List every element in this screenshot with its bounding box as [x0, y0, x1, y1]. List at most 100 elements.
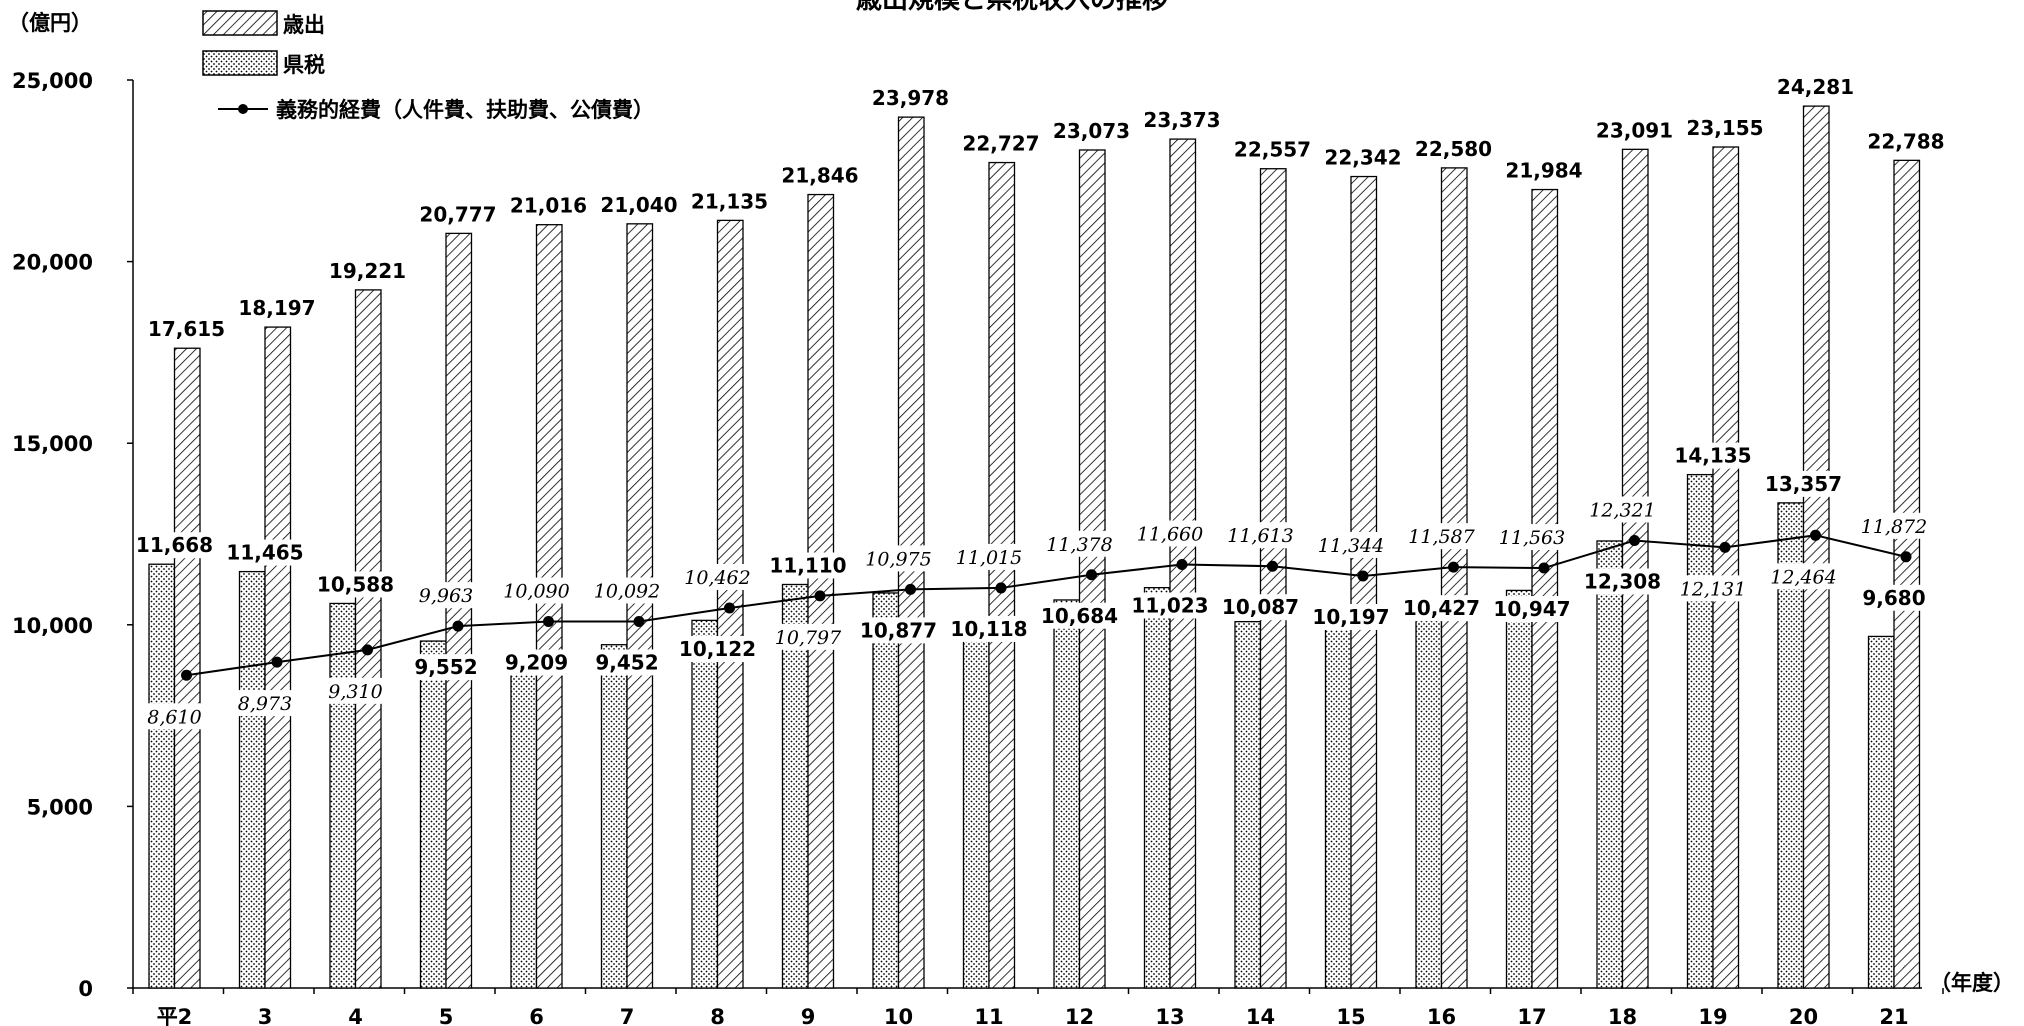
mandatory-value-label-bg — [1132, 520, 1208, 547]
mandatory-point — [814, 590, 826, 602]
tax-value-label: 10,684 — [1041, 604, 1118, 628]
tax-value-label: 10,118 — [950, 617, 1027, 641]
chart-title: 歳出規模と県税収入の推移 — [856, 0, 1168, 15]
x-tick-label: 平2 — [157, 1005, 193, 1026]
tax-value-label-bg — [504, 649, 569, 676]
mandatory-value-label: 10,462 — [684, 567, 750, 589]
mandatory-point — [995, 582, 1007, 594]
x-tick-label: 19 — [1698, 1005, 1727, 1026]
tax-bar — [1324, 616, 1352, 989]
legend-line-marker — [238, 104, 248, 114]
tax-bar — [148, 563, 176, 989]
mandatory-value-label-bg — [680, 564, 755, 591]
tax-value-label: 10,122 — [679, 637, 756, 661]
mandatory-value-label: 10,090 — [503, 581, 569, 603]
tax-bar — [1505, 589, 1533, 989]
expenditure-value-label: 21,846 — [781, 164, 858, 188]
expenditure-value-label: 24,281 — [1777, 75, 1854, 99]
tax-value-label-bg — [951, 615, 1027, 642]
expenditure-bar — [354, 289, 382, 989]
x-tick-label: 7 — [620, 1005, 635, 1026]
tax-value-label-bg — [1313, 603, 1389, 630]
tax-bar — [238, 570, 266, 989]
x-tick-label: 6 — [529, 1005, 544, 1026]
x-tick-label: 15 — [1336, 1005, 1365, 1026]
mandatory-point — [362, 644, 373, 656]
tax-value-label: 9,552 — [414, 655, 477, 679]
bars — [148, 105, 1921, 989]
legend-label-expenditure: 歳出 — [283, 13, 325, 37]
mandatory-value-label-bg — [1404, 523, 1479, 550]
tax-value-label: 9,452 — [595, 650, 658, 674]
mandatory-point — [724, 602, 735, 614]
expenditure-value-label: 20,777 — [419, 202, 496, 226]
tax-bar — [872, 592, 900, 989]
tax-value-label-bg — [1223, 594, 1298, 621]
tax-value-label: 11,465 — [226, 541, 303, 565]
tax-value-label: 10,877 — [860, 618, 937, 642]
mandatory-point — [633, 615, 645, 627]
x-tick-label: 13 — [1155, 1005, 1184, 1026]
expenditure-bar — [173, 347, 201, 989]
x-tick-label: 16 — [1427, 1005, 1456, 1026]
expenditure-bar — [535, 224, 563, 989]
y-tick-label: 5,000 — [27, 795, 93, 819]
tax-value-label-bg — [1042, 602, 1117, 629]
x-tick-label: 11 — [974, 1005, 1003, 1026]
x-tick-label: 14 — [1246, 1005, 1275, 1026]
mandatory-value-label-bg — [233, 690, 297, 717]
tax-value-label-bg — [318, 571, 393, 598]
expenditure-value-label: 21,016 — [510, 194, 587, 218]
x-tick-label: 5 — [439, 1005, 454, 1026]
expenditure-bar — [1893, 159, 1921, 989]
tax-value-label-bg — [680, 636, 755, 663]
tax-value-label: 12,308 — [1584, 570, 1661, 594]
tax-value-label: 13,357 — [1765, 472, 1842, 496]
tax-value-label-bg — [137, 532, 212, 559]
mandatory-value-label: 9,963 — [419, 585, 473, 607]
expenditure-value-label: 23,373 — [1143, 108, 1220, 132]
tax-value-label-bg — [1766, 470, 1841, 497]
tax-value-label: 10,588 — [317, 572, 394, 596]
tax-value-label: 9,209 — [505, 651, 568, 675]
tax-value-label: 10,427 — [1403, 596, 1480, 620]
mandatory-value-label-bg — [499, 577, 574, 604]
expenditure-value-label: 22,788 — [1867, 129, 1944, 153]
expenditure-value-label: 21,040 — [600, 193, 677, 217]
tax-value-label-bg — [1675, 442, 1751, 469]
mandatory-point — [1538, 562, 1550, 574]
expenditure-bar — [626, 223, 654, 989]
x-tick-label: 8 — [710, 1005, 725, 1026]
mandatory-value-label-bg — [1585, 496, 1660, 523]
tax-value-label: 11,110 — [769, 553, 846, 577]
legend-label-tax: 県税 — [283, 53, 325, 77]
expenditure-bar — [1350, 175, 1378, 989]
mandatory-point — [181, 669, 192, 681]
mandatory-point — [1357, 570, 1369, 582]
tax-value-label-bg — [1132, 592, 1208, 619]
x-axis-label: （年度） — [1930, 971, 2014, 995]
mandatory-point — [905, 583, 916, 595]
tax-bar — [419, 640, 447, 989]
expenditure-bar — [1259, 168, 1287, 989]
mandatory-value-label-bg — [1494, 524, 1570, 551]
mandatory-value-label-bg — [861, 545, 936, 572]
x-tick-label: 21 — [1879, 1005, 1908, 1026]
mandatory-value-label: 12,464 — [1770, 566, 1836, 588]
tax-bar — [600, 644, 628, 989]
expenditure-value-label: 22,727 — [962, 132, 1039, 156]
expenditure-value-label: 22,580 — [1415, 137, 1492, 161]
mandatory-value-label: 11,587 — [1408, 526, 1475, 548]
legend-label-mandatory: 義務的経費（人件費、扶助費、公債費） — [276, 98, 654, 122]
tax-value-label-bg — [770, 552, 846, 579]
tax-value-label-bg — [595, 649, 659, 676]
mandatory-value-label-bg — [414, 582, 478, 609]
expenditure-value-label: 18,197 — [238, 296, 315, 320]
tax-value-label: 10,087 — [1222, 595, 1299, 619]
mandatory-value-label: 11,613 — [1227, 525, 1293, 547]
expenditure-value-label: 22,557 — [1234, 138, 1311, 162]
expenditure-value-label: 23,073 — [1053, 119, 1130, 143]
mandatory-value-label: 8,973 — [238, 693, 292, 715]
tax-bar — [781, 583, 809, 989]
tax-value-label: 11,023 — [1131, 594, 1208, 618]
